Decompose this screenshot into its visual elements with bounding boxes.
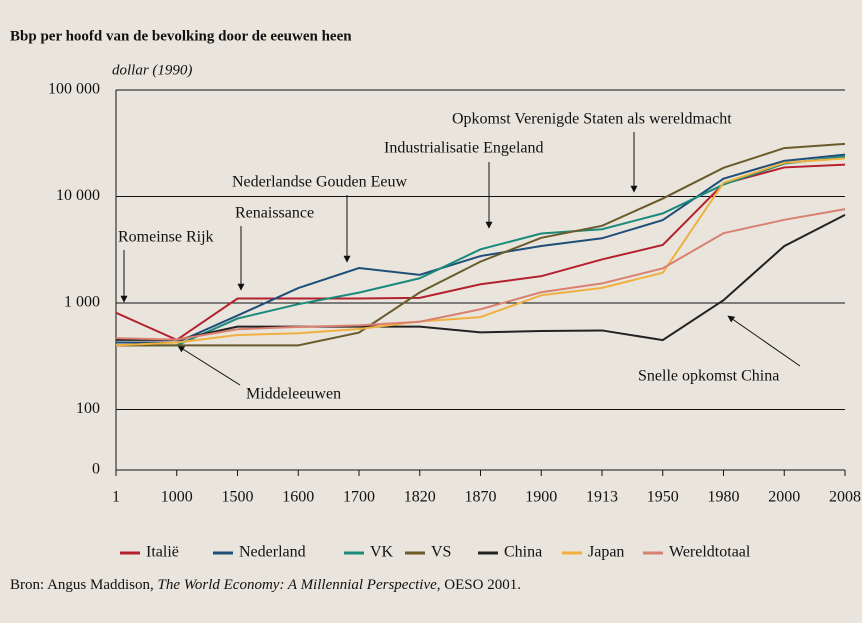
line: [116, 153, 846, 344]
x-tick-label: 1900: [525, 489, 557, 506]
y-axis-label: dollar (1990): [112, 62, 192, 78]
annotation: Snelle opkomst China: [638, 368, 779, 385]
annotation: Opkomst Verenigde Staten als wereldmacht: [452, 111, 732, 128]
source: Bron: Angus Maddison, The World Economy:…: [10, 577, 521, 594]
line: [115, 157, 846, 347]
y-tick-label: 1 000: [64, 294, 100, 311]
x-tick-label: 1500: [222, 489, 254, 506]
legend-label: Italië: [146, 544, 179, 561]
legend-label: Nederland: [239, 544, 306, 561]
y-tick-label: 10 000: [56, 187, 100, 204]
x-tick-label: 1000: [161, 489, 193, 506]
annotation: Nederlandse Gouden Eeuw: [232, 174, 407, 191]
legend-label: VS: [431, 544, 451, 561]
x-tick-label: 1980: [708, 489, 740, 506]
x-tick-label: 1700: [343, 489, 375, 506]
x-tick-label: 1950: [647, 489, 679, 506]
annotation: Renaissance: [235, 205, 314, 222]
legend-label: China: [504, 544, 542, 561]
chart-title: Bbp per hoofd van de bevolking door de e…: [10, 28, 352, 44]
annotation-arrows: [120, 132, 801, 386]
line: [115, 208, 846, 341]
y-tick-label: 0: [92, 461, 100, 478]
source-text: Bron: Angus Maddison,: [10, 577, 158, 593]
x-tick-label: 2000: [768, 489, 800, 506]
line: [115, 163, 846, 342]
legend-label: VK: [370, 544, 394, 561]
x-tick-label: 1600: [282, 489, 314, 506]
x-tick-label: 1870: [465, 489, 497, 506]
annotation: Industrialisatie Engeland: [384, 140, 544, 157]
line: [116, 213, 846, 342]
y-tick-label: 100 000: [48, 81, 100, 98]
x-tick-label: 2008: [829, 489, 861, 506]
x-tick-label: 1: [112, 489, 120, 506]
legend-label: Wereldtotaal: [669, 544, 751, 561]
legend-label: Japan: [588, 544, 624, 561]
x-tick-label: 1913: [586, 489, 618, 506]
annotation: Middeleeuwen: [246, 386, 341, 403]
x-tick-label: 1820: [404, 489, 436, 506]
annotation: Romeinse Rijk: [118, 229, 214, 246]
chart: Bbp per hoofd van de bevolking door de e…: [10, 28, 861, 561]
y-tick-label: 100: [76, 400, 100, 417]
source-title: The World Economy: A Millennial Perspect…: [157, 577, 437, 593]
source-text: , OESO 2001.: [436, 577, 521, 593]
line: [116, 142, 846, 347]
